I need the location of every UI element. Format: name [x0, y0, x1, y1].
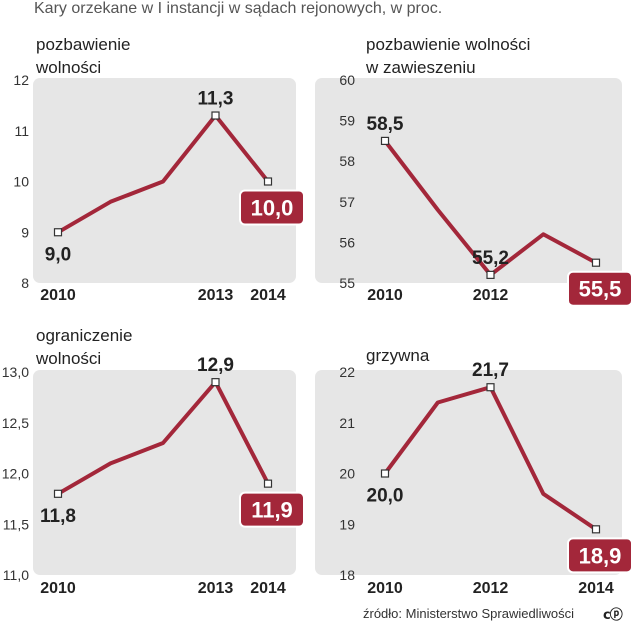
chart-title-line: wolności — [35, 349, 101, 368]
cc-license-icon: cⓟ — [603, 608, 623, 623]
data-point-marker — [486, 270, 495, 279]
y-tick-label: 55 — [339, 275, 355, 291]
x-tick-label: 2010 — [40, 580, 76, 597]
data-label: 20,0 — [367, 486, 404, 507]
y-tick-label: 18 — [339, 567, 355, 583]
y-tick-label: 58 — [339, 153, 355, 169]
x-tick-label: 2013 — [198, 580, 234, 597]
x-tick-label: 2010 — [367, 580, 403, 597]
series-line — [56, 380, 270, 496]
data-label: 11,3 — [198, 89, 234, 110]
y-tick-label: 12,5 — [2, 415, 29, 431]
chart-title-line: pozbawienie — [36, 35, 131, 54]
y-tick-label: 57 — [339, 194, 355, 210]
highlight-label-box — [567, 537, 633, 574]
chart-3: ograniczenie wolności 11,0 11,5 12,0 12,5 13,0… — [2, 326, 305, 597]
highlight-label-box — [567, 270, 633, 307]
data-label: 58,5 — [367, 114, 404, 135]
source-note: źródło: Ministerstwo Sprawiedliwości — [363, 606, 574, 621]
y-tick-label: 19 — [339, 516, 355, 532]
y-tick-label: 8 — [21, 275, 29, 291]
highlight-data-label: 11,9 — [251, 498, 293, 523]
y-tick-label: 59 — [339, 113, 355, 129]
chart-title-line: grzywna — [366, 346, 430, 365]
chart-2: pozbawienie wolności w zawieszeniu 55 56 57 5… — [315, 35, 633, 307]
data-point-marker — [53, 489, 63, 498]
chart-4: grzywna 18 19 20 21 22 2010 2012 2014 20,0 21,7 18,… — [315, 346, 633, 597]
data-label: 12,9 — [197, 355, 234, 376]
y-tick-label: 20 — [339, 466, 355, 482]
chart-1: pozbawienie wolności 8 9 10 11 12 2010 2013 2014 9… — [13, 35, 305, 304]
data-point-marker — [211, 378, 220, 387]
data-point-marker — [486, 383, 495, 392]
chart-title-line: pozbawienie wolności — [366, 35, 530, 54]
x-tick-label: 2010 — [367, 287, 403, 304]
highlight-label-box — [239, 491, 305, 528]
y-tick-label: 12,0 — [2, 466, 29, 482]
x-tick-label: 2014 — [578, 580, 614, 597]
data-label: 21,7 — [472, 360, 509, 381]
highlight-data-label: 18,9 — [579, 543, 622, 568]
y-tick-label: 11,5 — [3, 516, 29, 532]
highlight-label-box — [239, 189, 305, 226]
data-point-marker — [380, 469, 390, 478]
data-point-marker — [380, 136, 390, 145]
data-point-marker — [263, 177, 273, 186]
data-point-marker — [263, 479, 273, 488]
plot-background — [315, 370, 622, 575]
plot-background — [33, 370, 296, 575]
highlight-data-label: 55,5 — [579, 277, 622, 302]
y-tick-label: 10 — [13, 174, 29, 190]
y-tick-label: 9 — [21, 224, 29, 240]
series-line — [56, 113, 270, 235]
data-label: 55,2 — [472, 248, 509, 269]
y-tick-label: 12 — [13, 72, 29, 88]
y-tick-label: 21 — [339, 415, 355, 431]
chart-title-line: wolności — [35, 58, 101, 77]
y-tick-label: 22 — [339, 364, 355, 380]
data-point-marker — [211, 111, 220, 120]
data-label: 11,8 — [40, 506, 76, 527]
data-point-marker — [591, 525, 601, 534]
chart-title-line: w zawieszeniu — [365, 58, 476, 77]
x-tick-label: 2013 — [198, 287, 234, 304]
y-tick-label: 60 — [339, 72, 355, 88]
y-tick-label: 11,0 — [3, 567, 29, 583]
x-tick-label: 2012 — [473, 580, 509, 597]
y-tick-label: 56 — [339, 234, 355, 250]
chart-title-line: ograniczenie — [36, 326, 132, 345]
x-tick-label: 2012 — [473, 287, 509, 304]
x-tick-label: 2010 — [40, 287, 76, 304]
x-tick-label: 2014 — [250, 580, 286, 597]
data-point-marker — [591, 258, 601, 267]
plot-background — [315, 78, 622, 283]
data-label: 9,0 — [45, 244, 71, 265]
data-point-marker — [53, 228, 63, 237]
y-tick-label: 13,0 — [2, 364, 29, 380]
x-tick-label: 2014 — [250, 287, 286, 304]
y-tick-label: 11 — [14, 123, 29, 139]
highlight-data-label: 10,0 — [251, 196, 294, 221]
page-title: Kary orzekane w I instancji w sądach rej… — [34, 0, 443, 17]
